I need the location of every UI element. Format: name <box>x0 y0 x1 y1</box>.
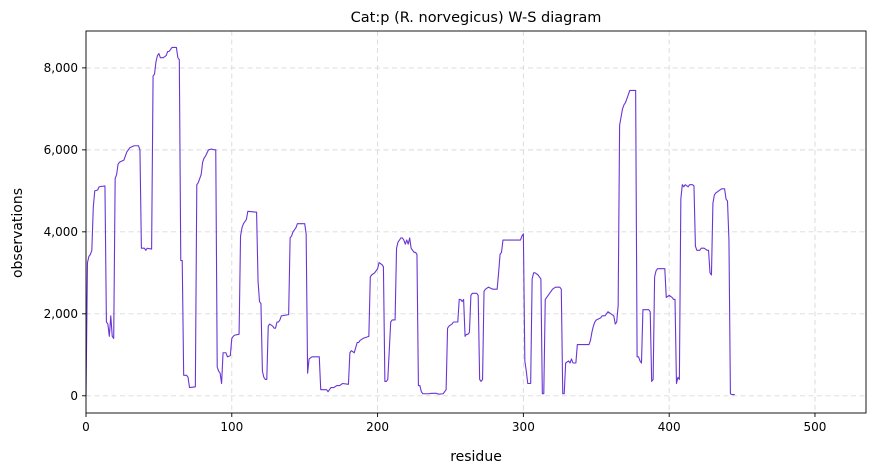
y-tick-label: 0 <box>70 389 78 403</box>
plot-frame <box>85 30 867 414</box>
chart-title: Cat:p (R. norvegicus) W-S diagram <box>351 10 602 26</box>
x-tick-label: 0 <box>82 420 90 434</box>
y-axis: 0 2,000 4,000 6,000 8,000 <box>44 61 86 403</box>
x-tick-label: 300 <box>512 420 535 434</box>
y-tick-label: 4,000 <box>44 225 78 239</box>
y-axis-label: observations <box>10 188 26 278</box>
x-axis: 0 100 200 300 400 500 <box>82 413 826 434</box>
y-tick-label: 2,000 <box>44 307 78 321</box>
x-tick-label: 400 <box>658 420 681 434</box>
y-tick-label: 6,000 <box>44 143 78 157</box>
x-tick-label: 500 <box>804 420 827 434</box>
grid <box>85 31 866 413</box>
y-tick-label: 8,000 <box>44 61 78 75</box>
series-line <box>85 46 735 396</box>
x-tick-label: 200 <box>366 420 389 434</box>
x-axis-label: residue <box>450 449 502 465</box>
x-tick-label: 100 <box>220 420 243 434</box>
series-layer <box>85 46 735 396</box>
